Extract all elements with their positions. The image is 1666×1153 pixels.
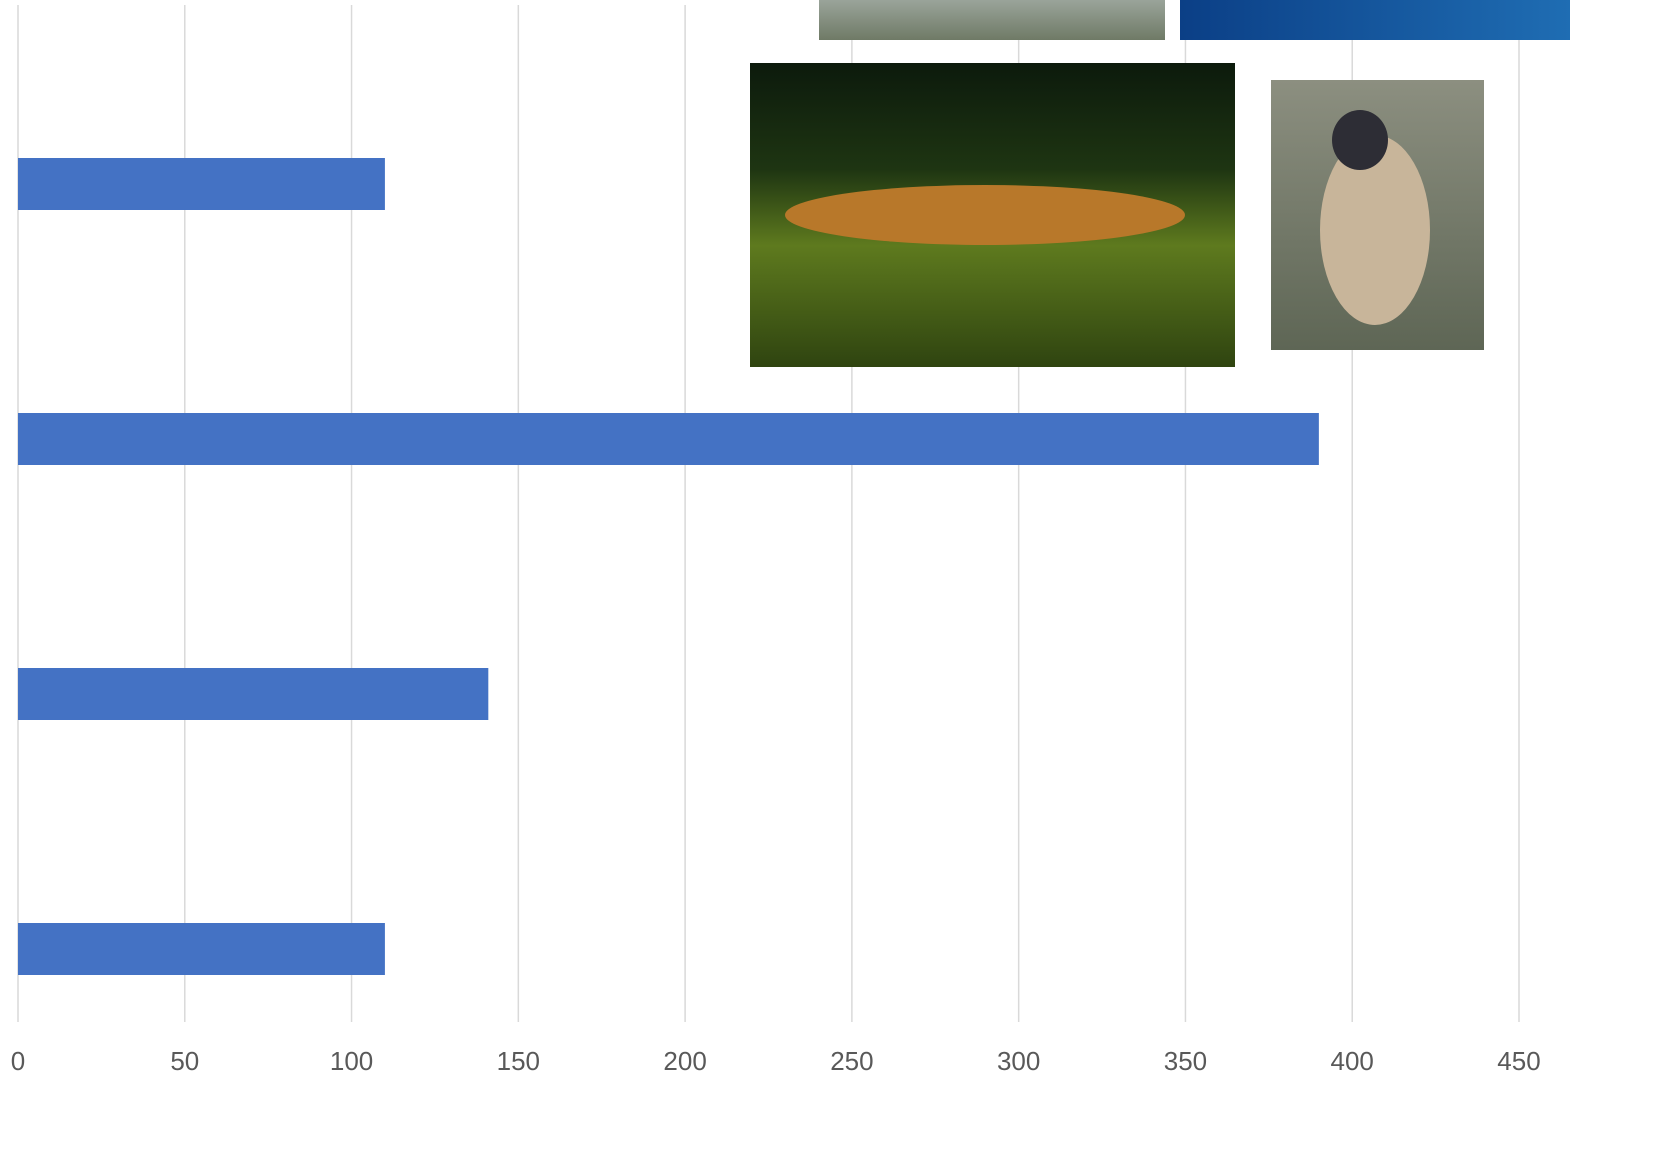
x-tick-label: 150 (497, 1046, 540, 1076)
x-tick-label: 200 (663, 1046, 706, 1076)
photo (1180, 0, 1570, 40)
bar (18, 158, 385, 210)
x-tick-label: 250 (830, 1046, 873, 1076)
falcon-shape (1320, 135, 1430, 325)
bar (18, 923, 385, 975)
cheetah-shape (785, 185, 1185, 245)
photo (819, 0, 1165, 40)
photos (750, 0, 1570, 367)
x-tick-label: 350 (1164, 1046, 1207, 1076)
x-tick-label: 450 (1497, 1046, 1540, 1076)
x-tick-label: 50 (170, 1046, 199, 1076)
x-tick-label: 0 (11, 1046, 25, 1076)
falcon-head (1332, 110, 1388, 170)
bars (18, 158, 1319, 975)
x-tick-label: 300 (997, 1046, 1040, 1076)
bar (18, 668, 489, 720)
x-tick-label: 400 (1331, 1046, 1374, 1076)
bar (18, 413, 1319, 465)
x-tick-label: 100 (330, 1046, 373, 1076)
